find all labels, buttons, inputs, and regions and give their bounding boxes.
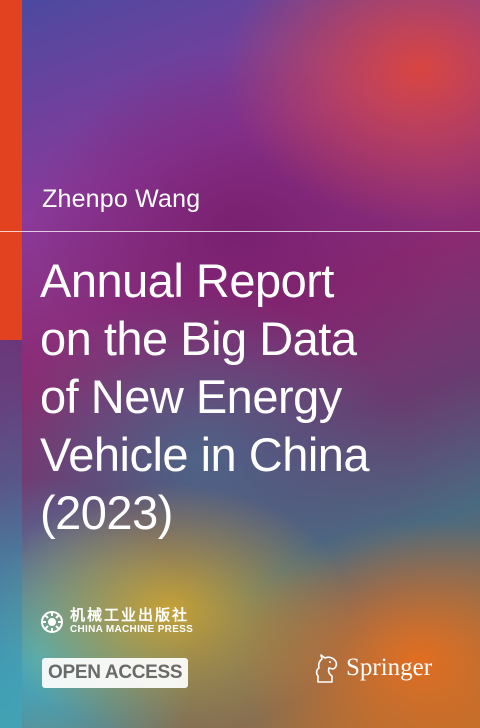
publisher-logo-icon	[41, 611, 63, 633]
springer-logo: Springer	[312, 652, 432, 684]
accent-bar-lower	[0, 340, 22, 728]
open-access-badge: OPEN ACCESS	[42, 658, 189, 688]
author-name: Zhenpo Wang	[42, 185, 201, 213]
springer-name: Springer	[346, 654, 433, 681]
springer-horse-icon	[315, 654, 338, 683]
title-line: (2023)	[40, 486, 173, 539]
accent-bar	[0, 0, 22, 340]
publisher-name-en: CHINA MACHINE PRESS	[70, 624, 194, 635]
book-title: Annual Report on the Big Data of New Ene…	[40, 252, 470, 542]
title-line: Vehicle in China	[40, 428, 370, 481]
title-line: on the Big Data	[40, 312, 357, 365]
title-line: Annual Report	[40, 254, 334, 307]
divider-line	[0, 231, 480, 232]
title-line: of New Energy	[40, 370, 342, 423]
publisher-name-cn: 机械工业出版社	[70, 607, 190, 624]
publisher-logo: 机械工业出版社 CHINA MACHINE PRESS	[40, 608, 193, 636]
